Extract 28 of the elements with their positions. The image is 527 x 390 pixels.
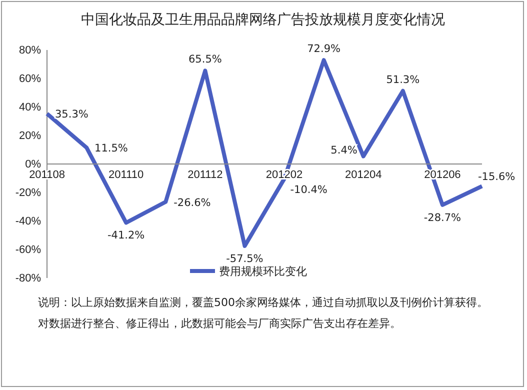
- text: 65.5%: [188, 54, 222, 66]
- x-tick-label: 201110: [108, 168, 144, 181]
- y-tick-label: -60%: [15, 244, 42, 256]
- text: -41.2%: [108, 230, 145, 242]
- text: 11.5%: [94, 142, 128, 155]
- text: 5.4%: [330, 144, 358, 156]
- y-tick-label: -20%: [15, 187, 42, 200]
- y-tick-label: 40%: [18, 102, 42, 114]
- text: -15.6%: [478, 171, 516, 184]
- x-tick-label: 201204: [345, 168, 382, 181]
- text: 说明：以上原始数据来自监测，覆盖500余家网络媒体，通过自动抓取以及刊例价计算获得。对数据进行整合、修正得出，此数据可能会与厂商实际广告支出存在差异。: [38, 295, 488, 332]
- text: -57.5%: [226, 252, 264, 265]
- legend-label: 费用规模环比变化: [219, 265, 307, 278]
- text: -28.7%: [424, 212, 462, 224]
- y-tick-label: 0%: [25, 158, 42, 171]
- chart-title: 中国化妆品及卫生用品品牌网络广告投放规模月度变化情况: [81, 12, 445, 28]
- y-tick-label: 80%: [18, 44, 42, 57]
- text: 51.3%: [386, 74, 420, 86]
- text: 72.9%: [307, 43, 340, 56]
- x-tick-label: 201108: [29, 168, 65, 181]
- text: -26.6%: [174, 196, 211, 209]
- y-tick-label: -80%: [15, 272, 42, 285]
- y-tick-label: 20%: [18, 130, 42, 142]
- y-tick-label: -40%: [15, 216, 42, 228]
- x-tick-label: 201112: [188, 168, 223, 181]
- text: -10.4%: [290, 184, 328, 196]
- text: 35.3%: [55, 108, 88, 121]
- y-tick-label: 60%: [18, 73, 42, 86]
